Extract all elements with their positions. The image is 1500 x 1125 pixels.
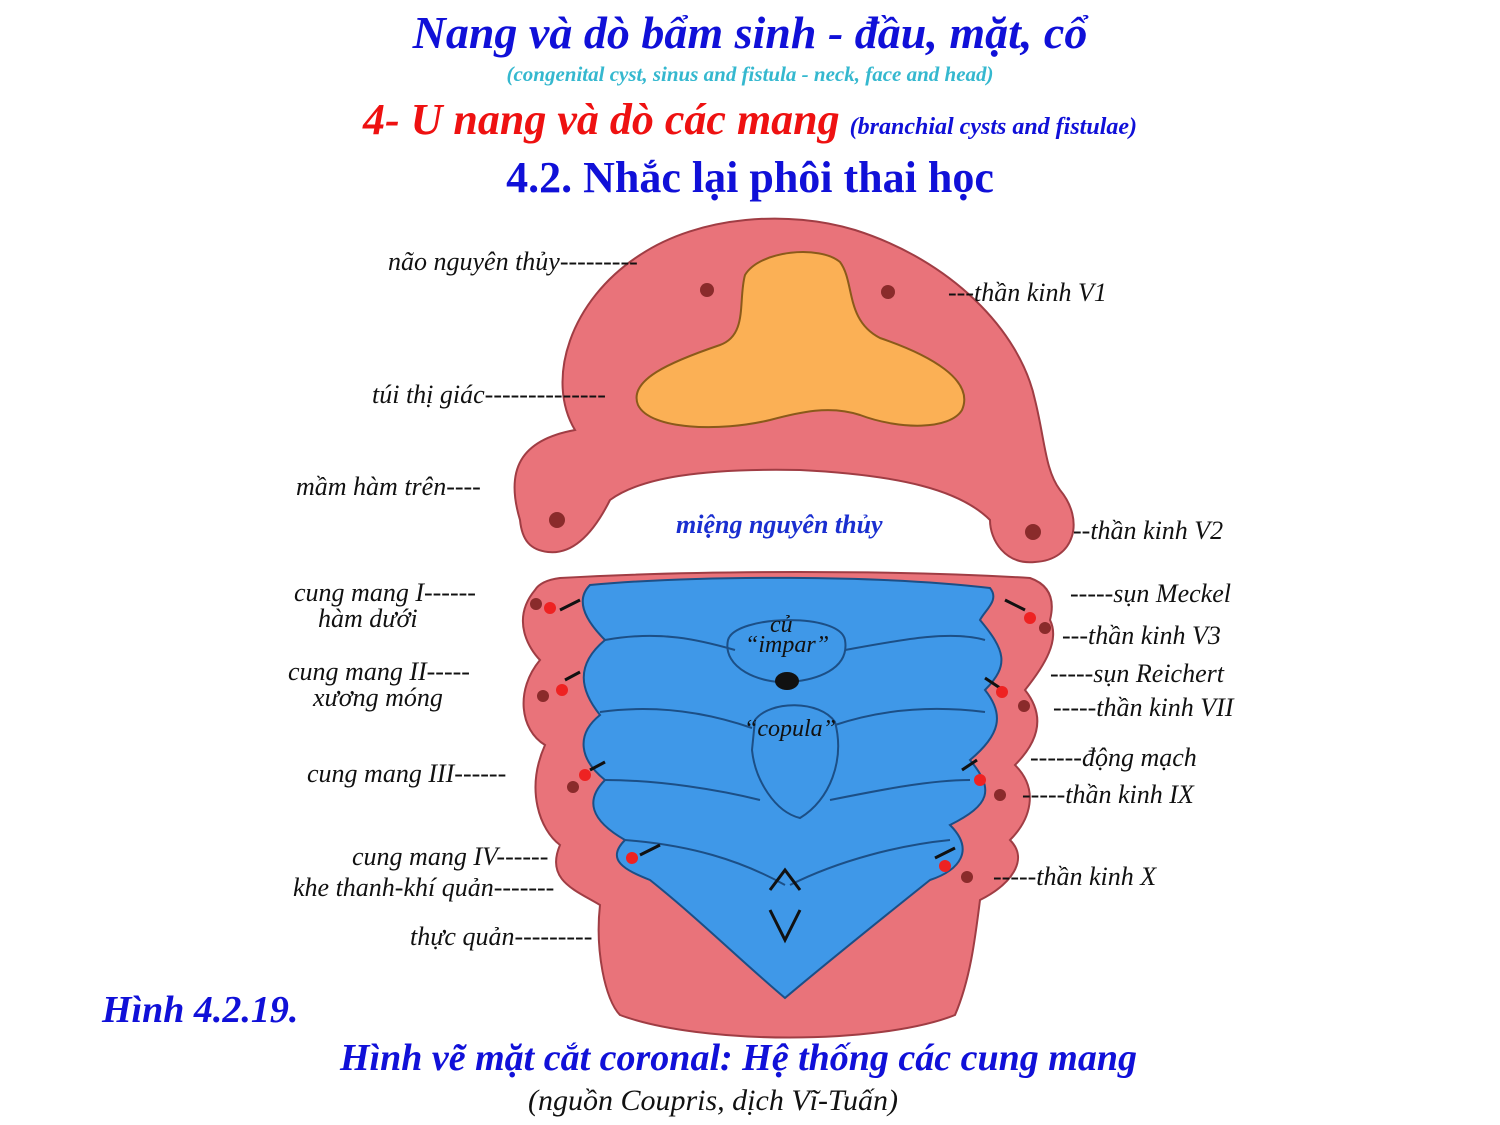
page-title: Nang và dò bẩm sinh - đầu, mặt, cổ [412, 7, 1088, 58]
label-than-kinh-v1: ---thần kinh V1 [948, 278, 1107, 307]
label-nao-nguyen-thuy: não nguyên thủy--------- [388, 247, 638, 276]
label-mieng-nguyen-thuy: miệng nguyên thủy [676, 510, 883, 539]
label-impar: “impar” [745, 632, 830, 658]
label-than-kinh-x: -----thần kinh X [993, 862, 1157, 891]
label-xuong-mong: xương móng [313, 683, 443, 712]
left-arch-markers [530, 598, 661, 864]
label-cung-mang-4: cung mang IV------ [352, 842, 549, 871]
label-cung-mang-3: cung mang III------ [307, 759, 507, 788]
figure-caption: Hình vẽ mặt cắt coronal: Hệ thống các cu… [340, 1037, 1137, 1079]
arch-ridge-4 [624, 839, 951, 886]
label-tui-thi-giac: túi thị giác-------------- [372, 380, 606, 409]
label-cung-mang-1: cung mang I------ [294, 578, 476, 607]
arch-ridge-2 [599, 707, 986, 729]
copula [750, 704, 840, 820]
label-cung-mang-2: cung mang II----- [288, 657, 470, 686]
brain-dot-left [700, 283, 714, 297]
label-dong-mach: ------động mạch [1030, 743, 1197, 772]
label-sun-reichert: -----sụn Reichert [1050, 659, 1224, 688]
label-cu: củ [770, 612, 793, 638]
label-than-kinh-v3: ---thần kinh V3 [1062, 621, 1221, 650]
label-sun-meckel: -----sụn Meckel [1070, 579, 1231, 608]
arch-ridge-3 [604, 779, 971, 801]
section-title-en: (branchial cysts and fistulae) [849, 114, 1137, 140]
section-heading: 4- U nang và dò các mang (branchial cysts… [0, 94, 1500, 145]
label-than-kinh-ix: -----thần kinh IX [1022, 780, 1194, 809]
arch-ridge-1 [604, 634, 986, 651]
label-mam-ham-tren: mầm hàm trên---- [296, 472, 481, 501]
label-ham-duoi: hàm dưới [318, 604, 418, 633]
tuberculum-impar [726, 619, 847, 684]
label-khe-thanh-khi-quan: khe thanh-khí quản------- [293, 873, 555, 902]
nerve-v2-dot [1025, 524, 1041, 540]
label-copula: “copula” [744, 716, 837, 742]
figure-number: Hình 4.2.19. [102, 989, 299, 1031]
maxillary-dot [549, 512, 565, 528]
primitive-brain [635, 251, 966, 429]
foramen-caecum [775, 672, 799, 690]
label-thuc-quan: thực quản--------- [410, 922, 593, 951]
nerve-v1-dot [881, 285, 895, 299]
label-than-kinh-v2: --thần kinh V2 [1073, 516, 1224, 545]
subsection-heading: 4.2. Nhắc lại phôi thai học [506, 153, 994, 202]
right-arch-markers [934, 598, 1051, 883]
figure-source: (nguồn Coupris, dịch Vĩ-Tuấn) [528, 1084, 899, 1117]
page-subtitle: (congenital cyst, sinus and fistula - ne… [506, 62, 994, 86]
section-title: 4- U nang và dò các mang [363, 95, 840, 144]
label-than-kinh-vii: -----thần kinh VII [1053, 693, 1234, 722]
laryngotracheal-groove [768, 867, 802, 944]
